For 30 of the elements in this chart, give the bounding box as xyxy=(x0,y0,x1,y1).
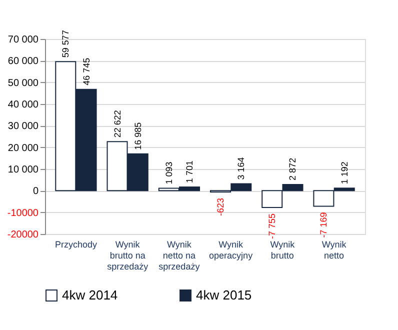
legend-label: 4kw 2015 xyxy=(196,288,252,303)
y-tick-label: 20 000 xyxy=(8,142,39,154)
data-label: 3 164 xyxy=(236,157,246,180)
y-tick-label: -10000 xyxy=(7,208,39,219)
y-tick-label: 10 000 xyxy=(8,164,39,176)
y-tick-label: 60 000 xyxy=(8,56,39,68)
x-tick-label: Wynik netto na sprzedaży xyxy=(158,240,200,272)
data-label: 46 745 xyxy=(81,58,92,86)
x-tick-label: Wynik brutto xyxy=(270,240,296,260)
data-label: 2 872 xyxy=(288,158,298,180)
data-label: -623 xyxy=(215,198,226,216)
data-label: 1 093 xyxy=(164,162,174,184)
x-tick-label: Przychody xyxy=(54,240,98,250)
data-label: 59 577 xyxy=(60,30,71,58)
data-label: -7 755 xyxy=(267,213,278,239)
y-tick-label: 50 000 xyxy=(8,78,39,89)
x-tick-label: Wynik netto xyxy=(322,240,347,260)
data-label: 22 622 xyxy=(112,110,122,138)
legend-label: 4kw 2014 xyxy=(62,288,118,303)
y-tick-label: 40 000 xyxy=(8,100,39,110)
x-tick-label: Wynik brutto na sprzedaży xyxy=(107,240,149,272)
data-label: -7 169 xyxy=(318,212,329,238)
x-tick-label: Wynik operacyjny xyxy=(209,240,254,260)
y-tick-label: 30 000 xyxy=(8,121,39,132)
data-label: 16 985 xyxy=(132,122,143,150)
data-label: 1 192 xyxy=(339,162,350,184)
y-tick-label: -20000 xyxy=(7,230,39,240)
data-label: 1 701 xyxy=(184,160,195,183)
y-tick-label: 70 000 xyxy=(8,34,39,46)
y-tick-label: 0 xyxy=(32,186,39,198)
